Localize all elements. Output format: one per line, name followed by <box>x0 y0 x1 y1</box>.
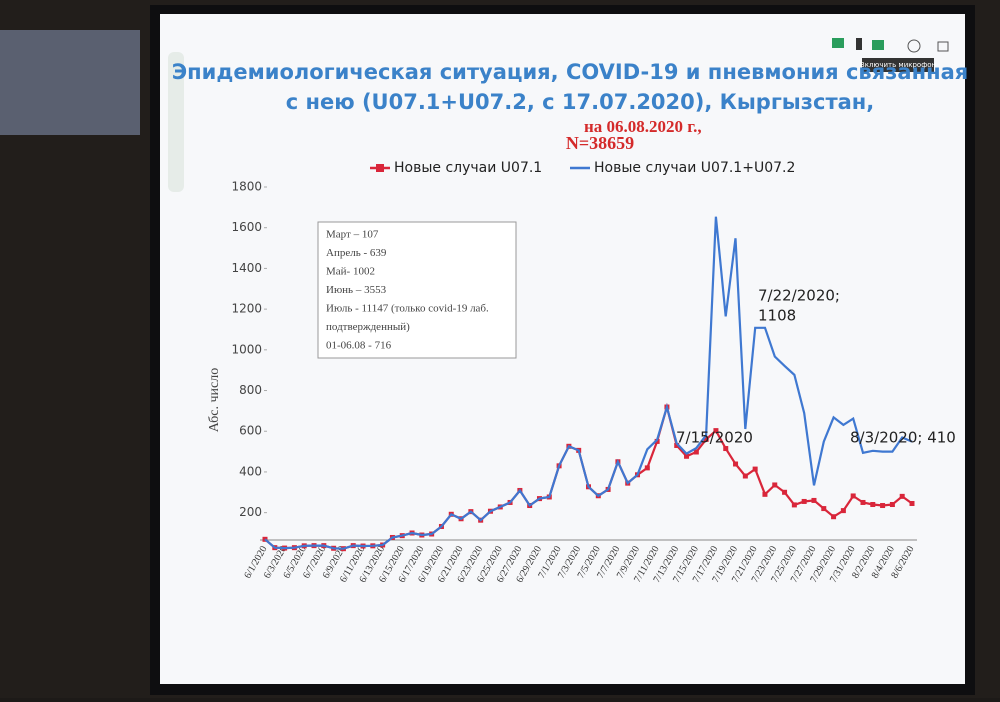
point <box>860 499 866 505</box>
mic-icon[interactable] <box>856 38 862 50</box>
video-thumbnails <box>0 30 140 135</box>
point <box>772 482 778 488</box>
point <box>840 508 846 514</box>
total: N=38659 <box>566 133 634 153</box>
y-tick-label: 1000 <box>231 342 262 356</box>
point <box>674 442 680 448</box>
y-tick-label: 400 <box>239 464 262 478</box>
title-line-2: с нею (U07.1+U07.2, с 17.07.2020), Кыргы… <box>286 90 875 114</box>
point <box>644 465 650 471</box>
point <box>693 449 699 455</box>
annotation: 1108 <box>758 307 796 325</box>
signal-icon[interactable] <box>872 40 884 50</box>
y-tick-label: 1200 <box>231 302 262 316</box>
y-tick-label: 800 <box>239 383 262 397</box>
point <box>782 489 788 495</box>
note-line: Июль - 11147 (только covid-19 лаб. <box>326 303 489 315</box>
point <box>870 502 876 508</box>
screen <box>160 14 965 684</box>
y-tick-label: 600 <box>239 424 262 438</box>
point <box>684 453 690 459</box>
y-tick-label: 1400 <box>231 261 262 275</box>
note-line: Март – 107 <box>326 229 379 241</box>
note-line: 01-06.08 - 716 <box>326 340 392 352</box>
point <box>801 498 807 504</box>
annotation: 7/15/2020 <box>676 429 753 447</box>
settings-icon[interactable] <box>907 39 921 53</box>
point <box>831 514 837 520</box>
window-icon[interactable] <box>937 41 949 52</box>
note-line: Июнь – 3553 <box>326 284 387 296</box>
point <box>889 502 895 508</box>
point <box>821 506 827 512</box>
point <box>880 503 886 509</box>
point <box>791 502 797 508</box>
y-axis-label: Абс. число <box>207 368 222 432</box>
note-line: Апрель - 639 <box>326 247 387 259</box>
note-line: подтвержденный) <box>326 321 410 333</box>
point <box>811 497 817 503</box>
y-tick-label: 1800 <box>231 180 262 194</box>
title-line-1: Эпидемиологическая ситуация, COVID-19 и … <box>172 60 969 84</box>
notes-box <box>317 221 517 359</box>
annotation: 8/3/2020; 410 <box>850 429 956 447</box>
point <box>899 493 905 499</box>
title-date: на 06.08.2020 г., <box>584 117 702 136</box>
point <box>909 500 915 506</box>
y-tick-label: 200 <box>239 505 262 519</box>
point <box>742 473 748 479</box>
legend-label: Новые случаи U07.1 <box>394 160 542 176</box>
point <box>703 436 709 442</box>
point <box>713 428 719 434</box>
camera-icon[interactable] <box>832 38 844 48</box>
point <box>752 466 758 472</box>
zoom-slider[interactable] <box>168 52 184 192</box>
legend-marker <box>376 164 384 172</box>
point <box>762 491 768 497</box>
point <box>850 493 856 499</box>
tooltip <box>862 58 934 72</box>
tooltip-text: Включить микрофон <box>860 61 936 69</box>
y-tick-label: 1600 <box>231 220 262 234</box>
series-line <box>264 216 913 550</box>
annotation: 7/22/2020; <box>758 287 840 305</box>
toolbar: Включить микрофон <box>832 38 949 72</box>
note-line: Май- 1002 <box>326 266 375 278</box>
point <box>733 461 739 467</box>
point <box>723 446 729 452</box>
point <box>654 438 660 444</box>
legend-label: Новые случаи U07.1+U07.2 <box>594 160 795 176</box>
